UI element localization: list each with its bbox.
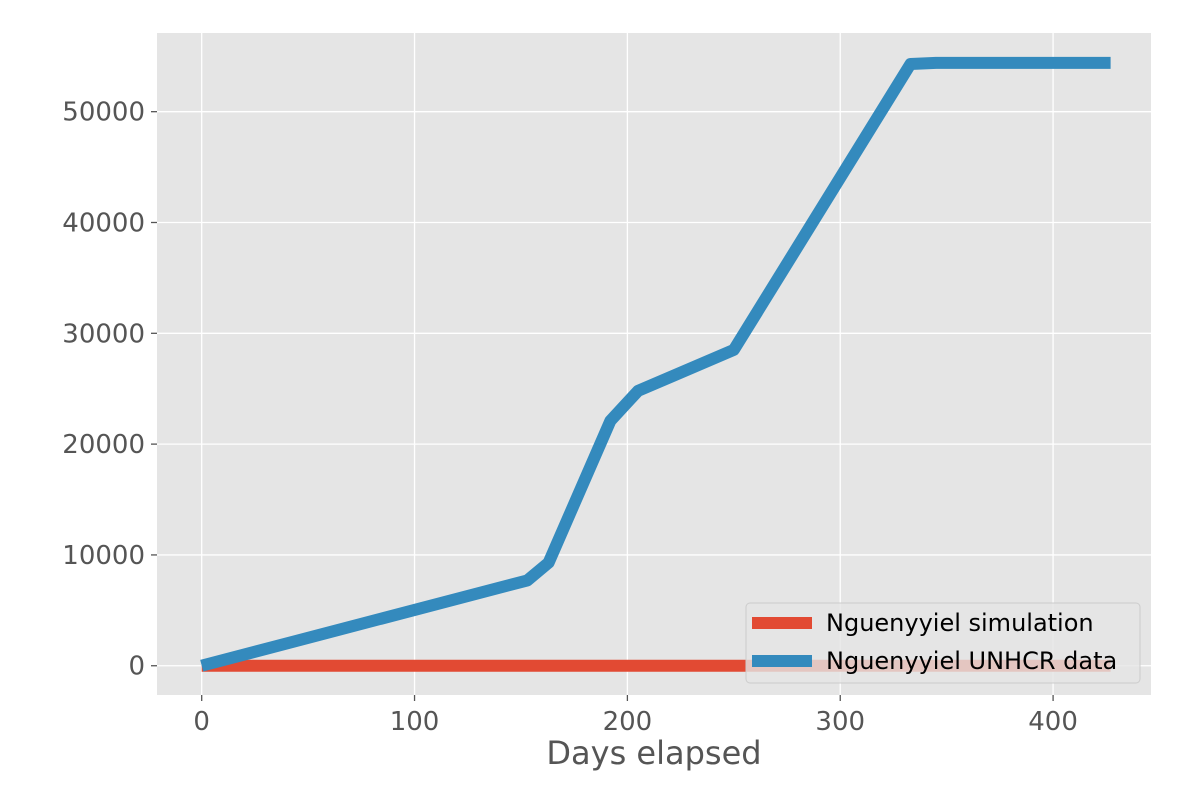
axis-ticks: 0 100 200 300 400 0 10000 20000 30000 40000 50000 [62,98,1078,737]
y-tick-label: 40000 [62,208,145,238]
y-tick-label: 20000 [62,430,145,460]
x-tick-label: 300 [815,707,865,737]
series-line-2 [200,56,1111,672]
x-axis-label: Days elapsed [546,734,761,772]
x-tick-label: 400 [1028,707,1078,737]
y-tick-label: 50000 [62,98,145,128]
x-tick-label: 100 [390,707,440,737]
legend-box [745,602,1141,684]
legend-label: Nguenyyiel UNHCR data [826,647,1117,675]
legend: Nguenyyiel simulation Nguenyyiel UNHCR da… [745,602,1141,684]
plot-background [157,33,1151,695]
y-tick-label: 0 [128,652,145,682]
x-tick-label: 0 [193,707,210,737]
y-tick-label: 10000 [62,541,145,571]
x-tick-label: 200 [603,707,653,737]
legend-label: Nguenyyiel simulation [826,609,1094,637]
y-tick-label: 30000 [62,319,145,349]
